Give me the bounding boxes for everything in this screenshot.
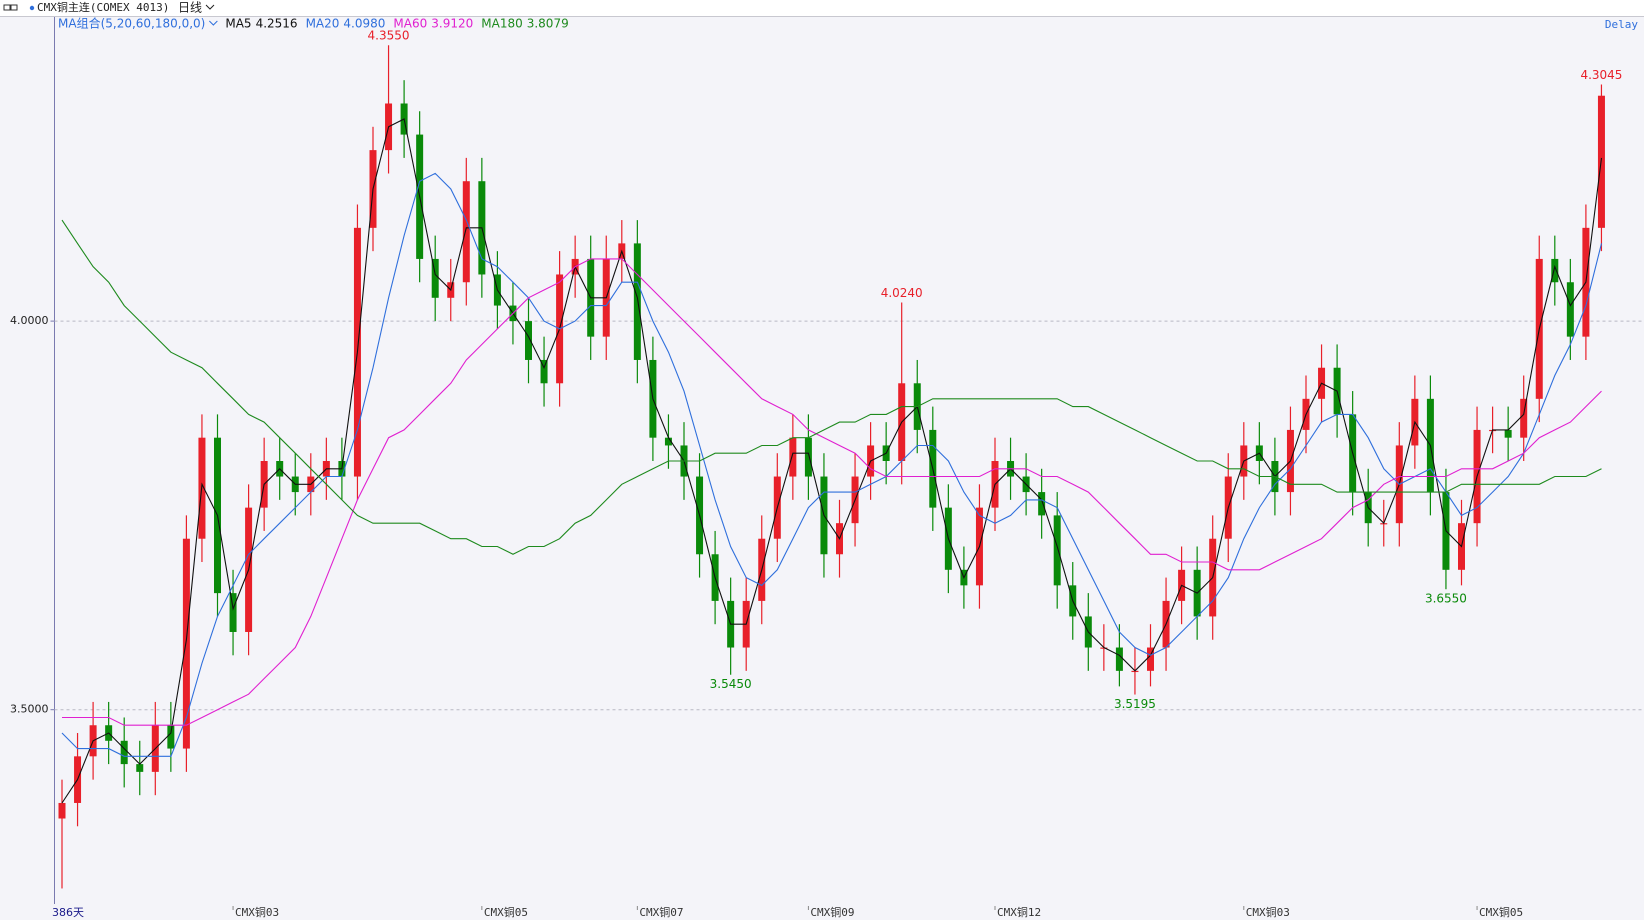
candle-body [167, 725, 175, 749]
extreme-label: 3.5450 [710, 677, 752, 691]
candle-body [664, 437, 672, 446]
status-dot [29, 5, 35, 11]
x-tick-label: CMX铜12 [997, 905, 1041, 919]
link-icon[interactable] [3, 4, 11, 11]
candle-body [1504, 429, 1512, 438]
candle-body [462, 181, 470, 283]
toolbar [0, 0, 1644, 16]
indicator[interactable]: MA组合(5,20,60,180,0,0) [58, 16, 205, 31]
indicator-caret [209, 20, 218, 26]
ma-line [61, 219, 1602, 555]
candle-body [229, 593, 237, 632]
legend-name: MA60 [393, 17, 427, 31]
x-tick-label: CMX铜07 [639, 905, 683, 919]
candle-body [1520, 398, 1528, 438]
period-caret [205, 4, 215, 10]
legend-value: 4.0980 [343, 17, 385, 31]
ma-line [62, 258, 1602, 726]
x-tick-label: CMX铜09 [810, 905, 854, 919]
legend-value: 3.8079 [527, 17, 569, 31]
extreme-label: 4.3045 [1580, 68, 1622, 82]
candle-body [1053, 515, 1061, 586]
x-tick-label: CMX铜03 [1246, 905, 1290, 919]
symbol-title[interactable]: CMX铜主连(COMEX 4013) [37, 0, 169, 14]
candle-body [120, 740, 128, 765]
legend-name: MA5 [225, 17, 251, 31]
extreme-label: 4.0240 [881, 286, 923, 300]
bars-count: 386天 [52, 906, 84, 919]
candle-body [1551, 258, 1559, 283]
candle-body [525, 321, 532, 360]
x-tick-label: CMX铜05 [484, 905, 528, 919]
extreme-label: 3.6550 [1425, 592, 1467, 606]
ma-line [61, 172, 1603, 757]
candle-body [633, 243, 641, 360]
link-icon [10, 4, 18, 11]
x-tick-label: CMX铜03 [235, 905, 279, 919]
extreme-label: 4.3550 [368, 29, 410, 43]
period[interactable]: 日线 [178, 1, 202, 15]
candle-body [540, 359, 548, 384]
delay: Delay [1605, 18, 1638, 31]
legend-value: 3.9120 [431, 17, 473, 31]
x-tick-label: CMX铜05 [1479, 905, 1523, 919]
candle-body [136, 764, 144, 772]
legend-value: 4.2516 [256, 17, 298, 31]
y-tick-label: 3.5000 [10, 703, 49, 716]
candle-body [431, 258, 439, 298]
candle-body [1147, 647, 1154, 671]
candle-body [1115, 647, 1123, 671]
candle-body [1038, 492, 1046, 516]
extreme-label: 3.5195 [1114, 697, 1156, 711]
candle-body [182, 538, 190, 749]
y-tick-label: 4.0000 [10, 314, 49, 327]
candle-body [789, 437, 797, 477]
ma-line [61, 118, 1603, 804]
legend-name: MA20 [306, 17, 340, 31]
candle-body [804, 437, 812, 477]
candle-body [58, 802, 66, 819]
candle-body [1100, 647, 1108, 649]
legend-name: MA180 [481, 17, 522, 31]
candle-body [1566, 282, 1574, 337]
